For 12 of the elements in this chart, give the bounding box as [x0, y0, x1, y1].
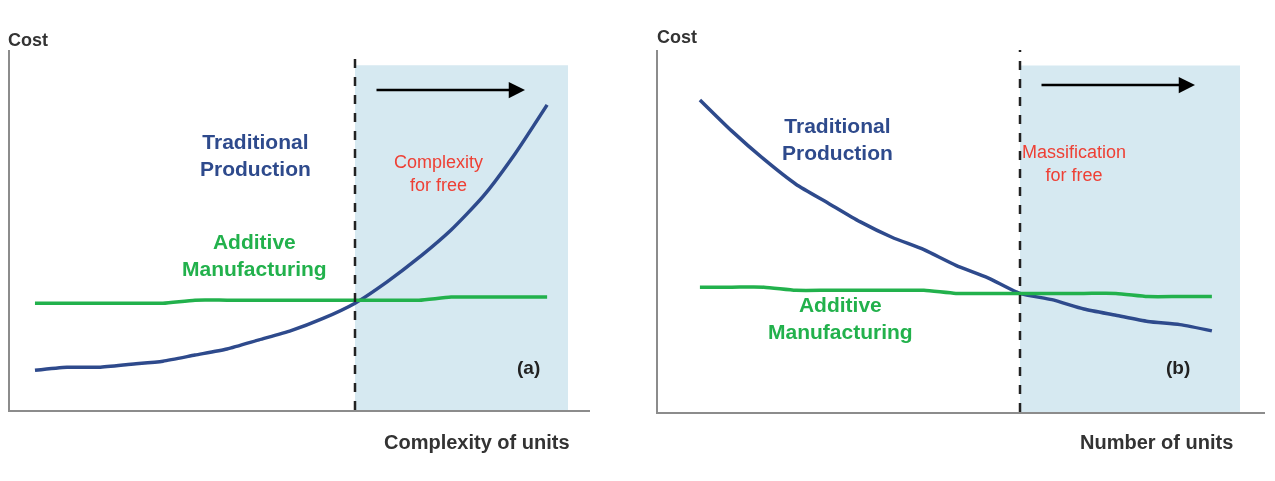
series-label: Additive Manufacturing: [768, 293, 913, 344]
annotation: Massification for free: [1022, 142, 1127, 186]
annotation: Complexity for free: [394, 152, 484, 196]
y-axis-title: Cost: [8, 30, 48, 50]
annotation: (b): [1166, 357, 1191, 378]
x-axis-title: Number of units: [1080, 431, 1234, 453]
y-axis-title: Cost: [657, 27, 697, 47]
text: Traditional Production: [200, 130, 311, 181]
annotation: (a): [517, 357, 541, 378]
series-label: Traditional Production: [782, 114, 893, 165]
x-axis-title: Complexity of units: [384, 431, 570, 453]
series-label: Additive Manufacturing: [182, 230, 327, 281]
